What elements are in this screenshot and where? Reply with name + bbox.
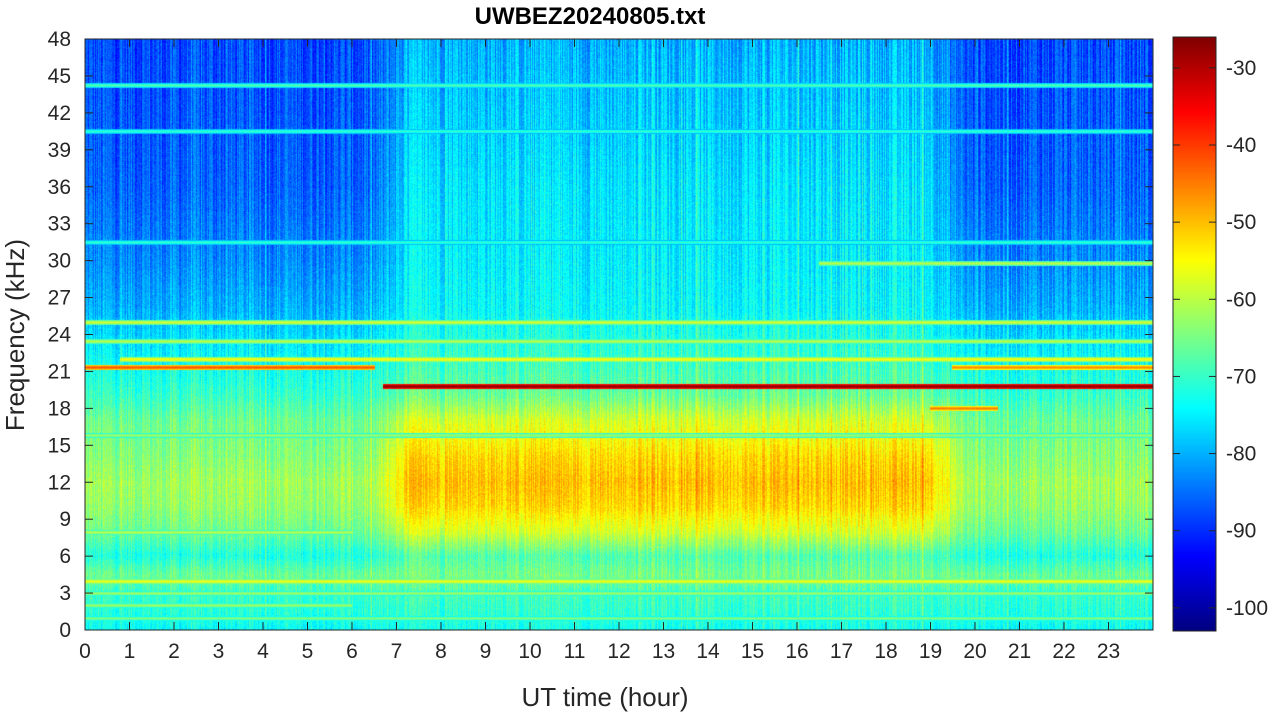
y-tick-label: 21 <box>48 360 71 383</box>
colorbar-ticks: -30 -40 -50 -60 -70 -80 -90 -100 <box>1173 57 1268 620</box>
x-tick-label: 2 <box>168 640 180 663</box>
x-tick-label: 12 <box>607 640 630 663</box>
y-tick-label: 15 <box>48 434 71 457</box>
colorbar-frame <box>1172 36 1217 632</box>
y-tick-label: 9 <box>59 508 71 531</box>
x-tick-label: 18 <box>874 640 897 663</box>
x-tick-label: 4 <box>257 640 269 663</box>
y-tick-label: 33 <box>48 213 71 236</box>
x-tick-label: 15 <box>741 640 764 663</box>
x-tick-label: 3 <box>213 640 225 663</box>
x-tick-label: 1 <box>124 640 136 663</box>
heatmap-canvas <box>85 39 1153 630</box>
y-tick-label: 30 <box>48 250 71 273</box>
y-tick-label: 48 <box>48 28 71 51</box>
colorbar: -30 -40 -50 -60 -70 -80 -90 -100 <box>1172 36 1268 632</box>
x-tick-label: 21 <box>1008 640 1031 663</box>
y-axis-label: Frequency (kHz) <box>0 239 30 431</box>
colorbar-tick-label: -70 <box>1226 365 1256 388</box>
colorbar-tick-label: -50 <box>1226 211 1256 234</box>
x-tick-label: 23 <box>1097 640 1120 663</box>
x-tick-label: 6 <box>346 640 358 663</box>
x-tick-label: 19 <box>919 640 942 663</box>
colorbar-tick-label: -90 <box>1226 520 1256 543</box>
x-tick-label: 0 <box>79 640 91 663</box>
x-tick-label: 20 <box>963 640 986 663</box>
colorbar-gradient <box>1173 37 1216 631</box>
x-tick-label: 9 <box>480 640 492 663</box>
y-tick-label: 12 <box>48 471 71 494</box>
x-tick-label: 22 <box>1052 640 1075 663</box>
colorbar-tick-label: -40 <box>1226 134 1256 157</box>
x-tick-label: 11 <box>564 640 586 663</box>
y-tick-label: 27 <box>48 287 71 310</box>
y-tick-label: 45 <box>48 65 71 88</box>
colorbar-tick-label: -60 <box>1226 288 1256 311</box>
y-tick-label: 42 <box>48 102 71 125</box>
y-tick-label: 24 <box>48 324 72 347</box>
y-tick-label: 39 <box>48 139 71 162</box>
colorbar-tick-label: -100 <box>1226 597 1268 620</box>
colorbar-tick-label: -80 <box>1226 443 1256 466</box>
y-tick-label: 36 <box>48 176 71 199</box>
x-axis-label: UT time (hour) <box>521 682 688 712</box>
y-tick-label: 6 <box>59 545 71 568</box>
x-tick-label: 10 <box>518 640 541 663</box>
colorbar-tick-label: -30 <box>1226 57 1256 80</box>
y-tick-label: 0 <box>59 619 71 642</box>
x-tick-label: 16 <box>785 640 808 663</box>
plot-area <box>84 38 1154 631</box>
x-tick-label: 5 <box>302 640 314 663</box>
x-tick-label: 7 <box>391 640 403 663</box>
x-axis: 0 1 2 3 4 5 6 7 8 9 10 11 12 13 14 15 16 17 18 19 20 21 22 23 <box>79 39 1120 663</box>
y-tick-label: 18 <box>48 397 71 420</box>
chart-title: UWBEZ20240805.txt <box>475 3 706 30</box>
y-tick-label: 3 <box>59 582 71 605</box>
x-tick-label: 17 <box>830 640 853 663</box>
x-tick-label: 8 <box>435 640 447 663</box>
x-tick-label: 13 <box>652 640 675 663</box>
x-tick-label: 14 <box>696 640 720 663</box>
